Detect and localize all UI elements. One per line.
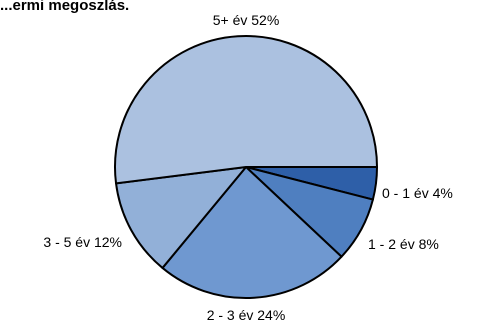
slice-label-5: 5+ év 52% [213, 12, 280, 28]
slice-label-4: 3 - 5 év 12% [43, 234, 122, 250]
pie-slice-3 [161, 166, 343, 299]
labels-layer: 0 - 1 év 4% 1 - 2 év 8% 2 - 3 év 24% 3 - 5 … [43, 12, 452, 323]
slice-label-1: 0 - 1 év 4% [382, 185, 453, 201]
slice-label-2: 1 - 2 év 8% [368, 236, 439, 252]
chart-title: ...ermi megoszlás. [0, 0, 129, 14]
slice-label-3: 2 - 3 év 24% [207, 307, 286, 323]
pie-slice-5 [114, 35, 378, 185]
pie-slice-4 [115, 166, 247, 269]
slices-layer [114, 35, 378, 299]
